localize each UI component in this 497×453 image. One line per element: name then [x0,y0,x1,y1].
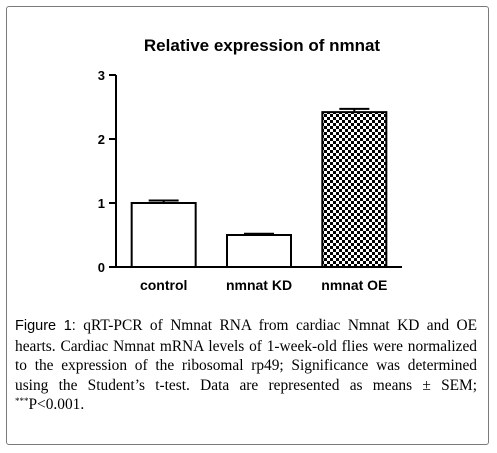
x-tick-label: nmnat OE [321,277,387,293]
bars [130,111,388,269]
figure-caption: Figure 1: qRT-PCR of Nmnat RNA from card… [15,316,477,415]
error-bars [148,107,370,235]
significance-marker: *** [15,396,29,406]
y-tick-label: 1 [98,196,105,211]
x-tick-labels: control nmnat KD nmnat OE [140,277,387,293]
caption-text-end: P<0.001. [28,396,85,413]
y-tick-label: 0 [98,260,105,275]
y-ticks: 0 1 2 3 [98,68,116,275]
y-tick-label: 2 [98,132,105,147]
bar-nmnat-oe [321,111,388,269]
y-tick-label: 3 [98,68,105,83]
bar-nmnat-kd [226,234,292,268]
figure-frame [6,6,489,445]
caption-text: qRT-PCR of Nmnat RNA from cardiac Nmnat … [15,317,477,394]
x-tick-label: nmnat KD [226,277,292,293]
x-tick-label: control [140,277,187,293]
caption-label: Figure 1: [15,318,76,334]
chart-title: Relative expression of nmnat [144,36,381,55]
bar-chart: Relative expression of nmnat 0 1 2 3 contro… [98,36,402,293]
bar-control [130,202,197,268]
